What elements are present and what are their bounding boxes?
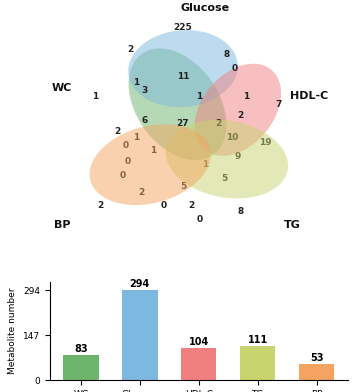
Text: TG: TG: [284, 220, 301, 230]
Bar: [122, 290, 158, 380]
Ellipse shape: [128, 30, 238, 107]
Text: 5: 5: [221, 174, 227, 183]
Text: 1: 1: [133, 78, 140, 87]
Text: 111: 111: [247, 335, 268, 345]
Text: 2: 2: [128, 45, 134, 54]
Text: BP: BP: [54, 220, 71, 230]
Text: 2: 2: [237, 111, 244, 120]
Bar: [181, 348, 217, 380]
Text: 225: 225: [174, 23, 192, 32]
Text: 0: 0: [196, 215, 202, 224]
Text: HDL-C: HDL-C: [290, 91, 328, 101]
Ellipse shape: [129, 49, 226, 160]
Text: 53: 53: [310, 353, 323, 363]
Ellipse shape: [166, 120, 288, 198]
Text: 7: 7: [276, 100, 282, 109]
Text: 0: 0: [125, 158, 131, 166]
Text: Glucose: Glucose: [180, 3, 229, 13]
Text: 1: 1: [92, 92, 98, 100]
Text: 2: 2: [98, 201, 104, 210]
Text: 2: 2: [139, 188, 145, 196]
Text: 9: 9: [235, 152, 241, 161]
Text: 294: 294: [130, 279, 150, 289]
Text: 2: 2: [114, 127, 120, 136]
Text: 2: 2: [215, 119, 222, 128]
Text: 1: 1: [150, 147, 156, 155]
Text: 11: 11: [177, 73, 189, 81]
Text: 8: 8: [237, 207, 244, 216]
Ellipse shape: [89, 124, 211, 205]
Text: 0: 0: [161, 201, 167, 210]
Bar: [299, 364, 334, 380]
Text: 83: 83: [74, 344, 88, 354]
Text: 0: 0: [232, 64, 238, 73]
Text: 104: 104: [189, 337, 209, 347]
Text: 3: 3: [141, 86, 148, 95]
Text: 1: 1: [133, 133, 140, 142]
Text: WC: WC: [52, 83, 72, 93]
Bar: [63, 355, 99, 380]
Text: 0: 0: [122, 141, 129, 150]
Text: 6: 6: [141, 116, 148, 125]
Ellipse shape: [195, 64, 281, 156]
Text: 1: 1: [196, 92, 203, 100]
Text: 19: 19: [259, 138, 272, 147]
Y-axis label: Metabolite number: Metabolite number: [8, 288, 17, 374]
Text: 27: 27: [177, 119, 189, 128]
Text: 0: 0: [120, 171, 126, 180]
Text: 1: 1: [202, 160, 208, 169]
Text: 10: 10: [226, 133, 239, 142]
Text: 8: 8: [224, 51, 230, 59]
Text: 2: 2: [188, 201, 194, 210]
Text: 5: 5: [180, 182, 186, 191]
Text: 1: 1: [243, 92, 249, 100]
Bar: [240, 346, 275, 380]
